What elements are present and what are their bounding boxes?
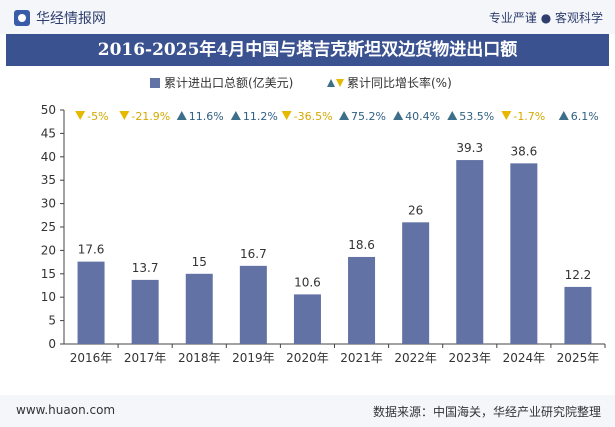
chart: 累计进出口总额(亿美元) 累计同比增长率(%) 0 5 10 15 20 25 30 35 40…	[41, 75, 606, 366]
growth-label: -36.5%	[294, 110, 333, 123]
bar	[510, 163, 538, 344]
bar-value-label: 16.7	[240, 247, 267, 261]
bar-value-label: 26	[408, 203, 423, 217]
bar	[185, 273, 213, 344]
growth-label: 11.2%	[243, 110, 278, 123]
bars	[77, 160, 592, 344]
logo: 华经情报网	[14, 8, 106, 28]
bar-value-label: 12.2	[565, 268, 592, 282]
x-tick-label: 2021年	[340, 351, 383, 365]
x-tick-label: 1-4月	[562, 365, 594, 366]
growth-down-icon	[75, 111, 86, 120]
bar	[77, 261, 105, 344]
x-tick-label: 2024年	[503, 351, 546, 365]
bar-value-label: 17.6	[78, 243, 105, 257]
footer-url: www.huaon.com	[16, 403, 116, 417]
y-tick-label: 20	[41, 243, 56, 257]
growth-label: 6.1%	[571, 110, 599, 123]
growth-up-icon	[447, 111, 458, 120]
x-tick-label: 2023年	[448, 351, 491, 365]
logo-icon	[14, 10, 30, 26]
growth-labels: -5% -21.9% 11.6% 11.2% -36.5% 75.2% 40.4% 53.5%…	[75, 110, 599, 123]
growth-up-icon	[176, 111, 187, 120]
legend-series-label: 累计进出口总额(亿美元)	[164, 75, 293, 90]
growth-up-icon	[558, 111, 569, 120]
bar	[456, 160, 484, 344]
growth-up-icon	[230, 111, 241, 120]
growth-label: -5%	[87, 110, 108, 123]
x-tick-label: 2025年	[557, 351, 600, 365]
chart-title: 2016-2025年4月中国与塔吉克斯坦双边货物进出口额	[97, 40, 518, 60]
y-tick-label: 15	[41, 267, 56, 281]
growth-up-icon	[339, 111, 350, 120]
x-tick-label: 2019年	[232, 351, 275, 365]
y-tick-label: 40	[41, 150, 56, 164]
x-tick-label: 2022年	[394, 351, 437, 365]
legend-up-marker-icon	[327, 79, 335, 87]
bar-value-label: 15	[192, 255, 207, 269]
growth-down-icon	[501, 111, 512, 120]
bar-value-label: 10.6	[294, 275, 321, 289]
axes: 0 5 10 15 20 25 30 35 40 45 50 2016年 2017年 2018年 2019年…	[41, 103, 606, 366]
y-tick-label: 30	[41, 197, 56, 211]
legend-bar-swatch	[150, 78, 160, 88]
slogan: 专业严谨 ● 客观科学	[488, 11, 603, 25]
y-tick-label: 25	[41, 220, 56, 234]
bar	[564, 286, 592, 344]
legend-down-marker-icon	[336, 79, 344, 87]
y-tick-label: 10	[41, 290, 56, 304]
bar	[293, 294, 321, 344]
bar-value-label: 38.6	[510, 144, 537, 158]
x-tick-label: 2020年	[286, 351, 329, 365]
title-bar: 2016-2025年4月中国与塔吉克斯坦双边货物进出口额	[6, 34, 609, 66]
growth-label: -21.9%	[131, 110, 170, 123]
bar-value-label: 13.7	[132, 261, 159, 275]
legend: 累计进出口总额(亿美元) 累计同比增长率(%)	[150, 75, 452, 90]
y-tick-label: 50	[41, 103, 56, 117]
legend-growth-label: 累计同比增长率(%)	[347, 75, 452, 90]
bar	[402, 222, 430, 344]
logo-text: 华经情报网	[36, 11, 106, 27]
bar	[348, 256, 376, 344]
growth-label: 53.5%	[459, 110, 494, 123]
growth-label: -1.7%	[513, 110, 545, 123]
growth-label: 11.6%	[189, 110, 224, 123]
x-tick-label: 2016年	[70, 351, 113, 365]
growth-up-icon	[393, 111, 404, 120]
footer: www.huaon.com 数据来源：中国海关，华经产业研究院整理	[0, 395, 615, 427]
growth-down-icon	[119, 111, 130, 120]
y-tick-label: 0	[48, 337, 56, 351]
bar	[131, 279, 159, 344]
top-bar: 华经情报网 专业严谨 ● 客观科学	[0, 0, 615, 34]
x-tick-label: 2017年	[124, 351, 167, 365]
x-tick-label: 2018年	[178, 351, 221, 365]
bar-value-label: 18.6	[348, 238, 375, 252]
growth-down-icon	[281, 111, 292, 120]
y-tick-label: 35	[41, 173, 56, 187]
bar	[239, 265, 267, 344]
growth-label: 75.2%	[351, 110, 386, 123]
footer-source: 数据来源：中国海关，华经产业研究院整理	[372, 405, 601, 419]
data-labels: 17.6 13.7 15 16.7 10.6 18.6 26 39.3 38.6 12.2	[78, 141, 592, 289]
bar-value-label: 39.3	[456, 141, 483, 155]
growth-label: 40.4%	[405, 110, 440, 123]
y-tick-label: 45	[41, 126, 56, 140]
y-tick-label: 5	[48, 314, 56, 328]
